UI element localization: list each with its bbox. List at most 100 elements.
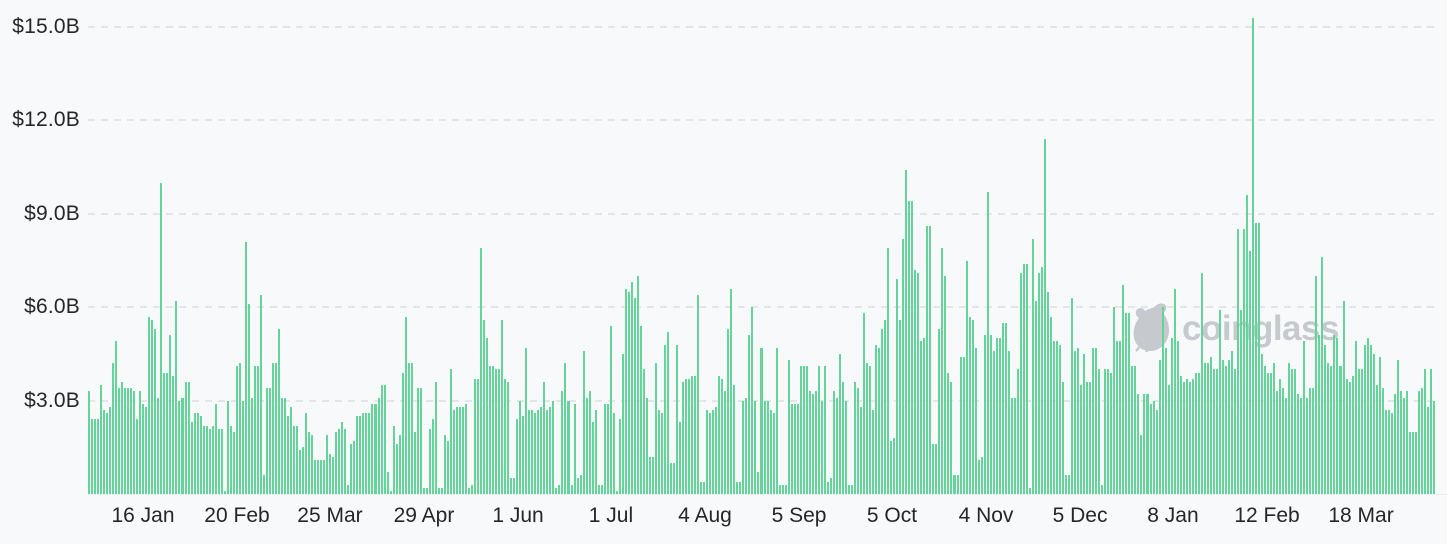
- bar[interactable]: [808, 391, 812, 494]
- bar[interactable]: [127, 388, 130, 494]
- bar[interactable]: [766, 400, 770, 494]
- bar[interactable]: [908, 201, 911, 494]
- bar[interactable]: [1378, 357, 1382, 494]
- bar[interactable]: [190, 422, 194, 494]
- bar[interactable]: [371, 403, 374, 494]
- bar[interactable]: [998, 338, 1002, 494]
- bar[interactable]: [826, 481, 830, 494]
- bar[interactable]: [115, 341, 118, 494]
- bar[interactable]: [1429, 369, 1433, 494]
- bar[interactable]: [359, 416, 362, 494]
- bar[interactable]: [549, 406, 552, 494]
- bar[interactable]: [320, 459, 323, 494]
- bar[interactable]: [844, 400, 848, 494]
- bar[interactable]: [670, 462, 673, 494]
- bar[interactable]: [413, 431, 417, 494]
- bar[interactable]: [1170, 338, 1174, 494]
- bar[interactable]: [1399, 391, 1403, 494]
- bar[interactable]: [365, 413, 368, 494]
- bar[interactable]: [1074, 350, 1077, 494]
- bar[interactable]: [561, 391, 564, 494]
- bar[interactable]: [579, 475, 583, 494]
- bar[interactable]: [1324, 344, 1327, 494]
- bar[interactable]: [232, 431, 236, 494]
- bar[interactable]: [1227, 360, 1231, 494]
- bar[interactable]: [386, 472, 390, 494]
- bar[interactable]: [540, 406, 543, 494]
- bar[interactable]: [483, 319, 486, 494]
- bar[interactable]: [290, 406, 293, 494]
- bar[interactable]: [603, 403, 607, 494]
- bar[interactable]: [112, 363, 115, 494]
- bar[interactable]: [760, 347, 763, 494]
- bar[interactable]: [1140, 434, 1143, 494]
- bar[interactable]: [1212, 369, 1216, 494]
- bar[interactable]: [175, 301, 178, 494]
- bar[interactable]: [847, 484, 851, 494]
- bar[interactable]: [558, 484, 561, 494]
- bar[interactable]: [274, 363, 278, 494]
- bar[interactable]: [486, 338, 489, 494]
- bar[interactable]: [971, 319, 975, 494]
- bar[interactable]: [947, 372, 950, 494]
- bar[interactable]: [106, 413, 109, 494]
- bar[interactable]: [799, 366, 803, 494]
- bar[interactable]: [727, 329, 730, 494]
- bar[interactable]: [208, 428, 212, 494]
- bar[interactable]: [663, 344, 667, 494]
- bar[interactable]: [899, 319, 902, 494]
- bar[interactable]: [169, 335, 172, 494]
- bar[interactable]: [103, 409, 106, 494]
- bar[interactable]: [935, 444, 938, 494]
- bar[interactable]: [633, 297, 637, 494]
- bar[interactable]: [525, 347, 528, 494]
- bar[interactable]: [1393, 394, 1397, 494]
- bar[interactable]: [217, 428, 221, 494]
- bar[interactable]: [881, 329, 884, 494]
- bar[interactable]: [853, 381, 857, 494]
- bar[interactable]: [1426, 406, 1430, 494]
- bar[interactable]: [277, 329, 281, 494]
- bar[interactable]: [1321, 257, 1324, 494]
- bar[interactable]: [832, 391, 836, 494]
- bar[interactable]: [410, 363, 414, 494]
- bar[interactable]: [1312, 388, 1315, 494]
- bar[interactable]: [1288, 363, 1291, 494]
- bar[interactable]: [841, 381, 845, 494]
- bar[interactable]: [1330, 366, 1333, 494]
- bar[interactable]: [875, 344, 878, 494]
- bar[interactable]: [1258, 223, 1261, 494]
- bar[interactable]: [323, 459, 326, 494]
- bar[interactable]: [543, 381, 546, 494]
- bar[interactable]: [980, 456, 984, 494]
- bar[interactable]: [1167, 385, 1171, 494]
- bar[interactable]: [654, 363, 658, 494]
- bar[interactable]: [121, 381, 124, 494]
- bar[interactable]: [389, 490, 393, 494]
- bar[interactable]: [1246, 195, 1249, 494]
- bar[interactable]: [1203, 363, 1207, 494]
- bar[interactable]: [1056, 341, 1059, 494]
- bar[interactable]: [501, 319, 504, 494]
- bar[interactable]: [1010, 397, 1014, 494]
- bar[interactable]: [1077, 347, 1080, 494]
- bar[interactable]: [1200, 272, 1204, 494]
- bar[interactable]: [1327, 363, 1330, 494]
- bar[interactable]: [434, 381, 438, 494]
- bar[interactable]: [1423, 369, 1427, 494]
- bar[interactable]: [736, 481, 739, 494]
- bar[interactable]: [923, 338, 926, 494]
- bar[interactable]: [1095, 347, 1098, 494]
- bar[interactable]: [645, 397, 649, 494]
- bar[interactable]: [1336, 338, 1339, 494]
- bar[interactable]: [1134, 366, 1137, 494]
- bar[interactable]: [1417, 391, 1421, 494]
- bar[interactable]: [534, 413, 537, 494]
- bar[interactable]: [588, 391, 592, 494]
- bar[interactable]: [944, 276, 947, 494]
- bar[interactable]: [519, 400, 522, 494]
- bar[interactable]: [1022, 263, 1026, 494]
- bar[interactable]: [416, 388, 420, 494]
- bar[interactable]: [636, 276, 640, 494]
- bar[interactable]: [1197, 372, 1201, 494]
